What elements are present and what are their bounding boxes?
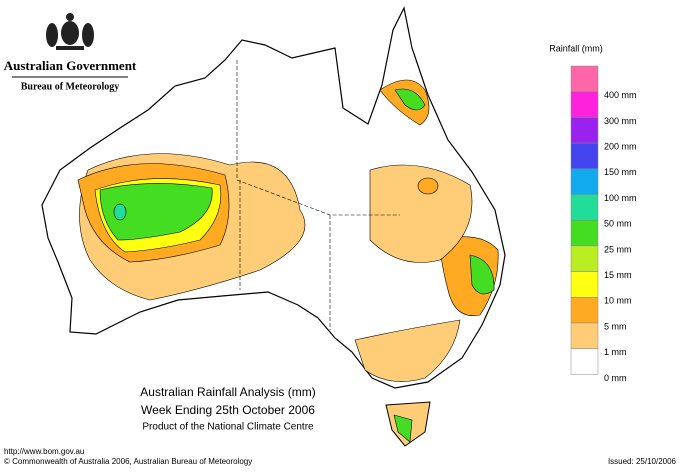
legend-swatch [570, 91, 599, 118]
legend-swatch [570, 245, 599, 272]
bureau-name: Bureau of Meteorology [21, 81, 120, 92]
legend-swatch [570, 297, 599, 324]
legend-label: 400 mm [604, 90, 637, 100]
footer-issued: Issued: 25/10/2006 [608, 457, 677, 466]
legend-label: 1 mm [604, 347, 627, 357]
legend-label: 15 mm [604, 270, 632, 280]
legend-swatch [570, 142, 599, 170]
legend-label: 50 mm [604, 219, 632, 229]
legend-swatch [570, 117, 599, 144]
footer-url: http://www.bom.gov.au [4, 447, 84, 456]
legend-swatch [570, 219, 599, 247]
legend-label: 100 mm [604, 193, 637, 203]
government-name: Australian Government [4, 58, 137, 73]
map-title: Australian Rainfall Analysis (mm) [140, 385, 315, 399]
footer-copyright: © Commonwealth of Australia 2006, Austra… [4, 457, 252, 466]
legend-title: Rainfall (mm) [549, 43, 603, 53]
legend-label: 5 mm [604, 321, 627, 331]
crest [46, 13, 94, 50]
australia-map [41, 6, 506, 447]
legend-swatch [570, 322, 599, 349]
legend-swatch [570, 348, 599, 375]
legend-label: 10 mm [604, 296, 632, 306]
legend-label: 150 mm [604, 167, 637, 177]
legend-label: 0 mm [604, 373, 627, 383]
legend-swatch [570, 65, 599, 92]
legend: 400 mm 300 mm 200 mm 150 mm 100 mm 50 mm 25 mm… [570, 65, 637, 383]
map-credit: Product of the National Climate Centre [142, 422, 314, 433]
map-subtitle: Week Ending 25th October 2006 [141, 403, 315, 417]
legend-label: 200 mm [604, 141, 637, 151]
legend-swatch [570, 194, 599, 221]
legend-swatch [570, 271, 599, 298]
legend-label: 25 mm [604, 244, 632, 254]
legend-swatch [570, 168, 599, 195]
legend-label: 300 mm [604, 116, 637, 126]
